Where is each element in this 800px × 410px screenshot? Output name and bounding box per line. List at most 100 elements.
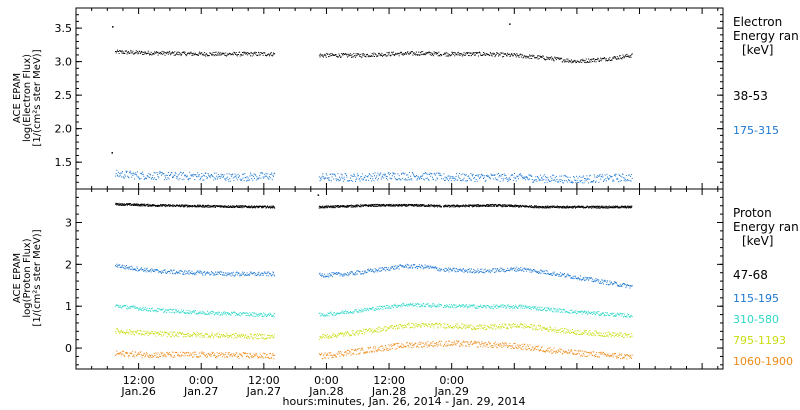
electron-point [520,175,522,177]
proton-point [612,312,614,314]
proton-point [468,205,470,207]
proton-point [318,207,320,209]
electron-point [413,175,415,177]
proton-point [150,332,152,334]
proton-point [247,313,249,315]
proton-point [502,268,504,270]
proton-point [159,308,161,310]
proton-point [551,205,553,207]
proton-point [270,314,272,316]
proton-point [443,206,445,208]
proton-point [390,205,392,207]
electron-point [162,52,164,54]
proton-point [177,331,179,333]
proton-point [271,205,273,207]
electron-point [576,60,578,62]
electron-point [554,56,556,58]
proton-point [183,205,185,207]
electron-point [516,53,518,55]
proton-point [388,305,390,307]
proton-point [357,311,359,313]
proton-point [566,311,568,313]
electron-point [364,175,366,177]
proton-point [437,269,439,271]
proton-point [483,306,484,308]
electron-point [359,180,361,182]
proton-point [241,207,243,209]
proton-point [164,269,166,271]
proton-point [611,205,613,207]
electron-point [127,51,129,52]
proton-point [335,207,337,209]
proton-point [381,267,383,269]
proton-point [568,207,570,209]
electron-point [325,55,327,57]
proton-point [254,206,256,208]
proton-point [577,206,579,208]
electron-point [533,55,535,57]
electron-point [613,180,615,182]
proton-point [600,207,602,209]
proton-point [564,309,565,311]
proton-point [426,303,428,305]
electron-point [426,52,428,54]
proton-point [362,273,364,275]
electron-point [586,178,588,180]
proton-point [560,206,562,208]
electron-point [347,53,349,55]
proton-point [332,205,334,207]
proton-point [147,335,149,337]
proton-point [218,205,220,207]
proton-point [616,206,618,207]
electron-point [229,53,231,55]
proton-point [494,204,496,206]
proton-point [549,309,550,311]
proton-point [502,304,504,306]
electron-point [335,178,337,180]
proton-point [205,333,207,335]
electron-point [390,178,392,180]
proton-point [589,277,591,279]
proton-point [208,312,210,314]
electron-point [488,175,490,177]
proton-point [218,311,220,313]
proton-point [597,314,599,316]
proton-point [356,204,358,206]
electron-point [582,175,584,177]
electron-point [400,179,402,181]
proton-point [216,333,218,335]
proton-point [448,206,450,208]
electron-point [421,178,422,180]
proton-point [614,205,616,207]
electron-point [392,51,394,53]
electron-point [354,175,356,177]
proton-point [115,306,117,308]
proton-point [423,303,425,305]
electron-point [332,173,334,175]
proton-point [421,204,422,206]
electron-point [376,56,378,58]
electron-point [384,173,386,175]
proton-point [364,270,366,272]
electron-point [323,178,325,179]
proton-point [586,278,588,280]
electron-point [449,55,451,57]
electron-point [471,174,473,176]
proton-point [607,312,608,314]
electron-point [551,174,553,176]
proton-point [329,312,331,314]
proton-point [159,331,161,333]
proton-point [484,205,486,207]
proton-point [363,309,365,311]
proton-point [446,205,447,207]
electron-point [320,53,321,55]
proton-point [241,314,243,316]
electron-point [423,173,425,174]
electron-point [118,53,120,54]
proton-point [349,273,351,275]
electron-point [232,177,234,179]
proton-point [461,306,463,307]
proton-point [573,206,575,208]
proton-point [512,305,514,307]
proton-point [260,205,262,207]
